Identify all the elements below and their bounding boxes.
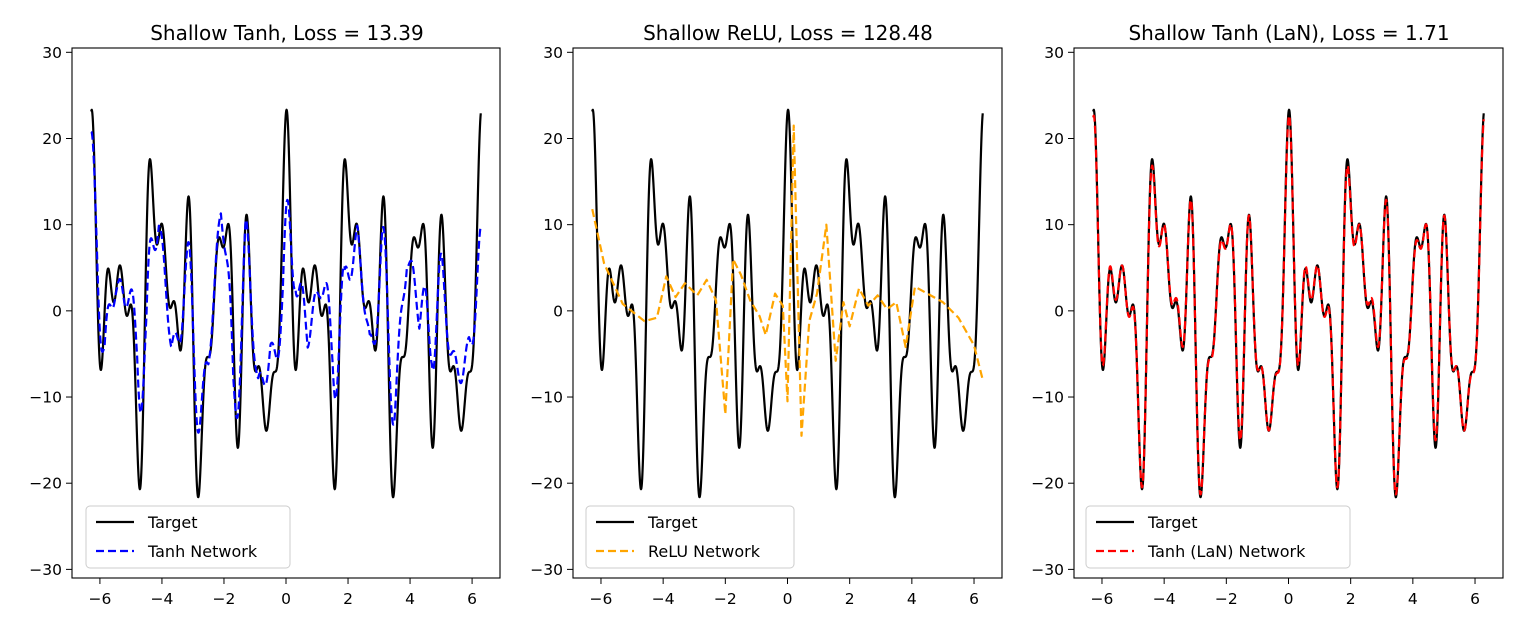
subplot-shallow-tanh-lan: Shallow Tanh (LaN), Loss = 1.71 −6 −4 −2 0 2…: [1031, 21, 1504, 608]
legend-box: [585, 505, 795, 569]
series-group: [90, 108, 482, 499]
y-tick-label: −10: [530, 389, 563, 407]
y-tick-label: 20: [543, 130, 563, 148]
legend: Target ReLU Network: [585, 505, 795, 569]
legend-label-target: Target: [647, 513, 698, 532]
x-tick-label: 6: [467, 590, 477, 608]
x-tick-label: −4: [151, 590, 174, 608]
legend: Target Tanh Network: [85, 505, 291, 569]
x-tick-label: 6: [1470, 590, 1480, 608]
series-line-target: [1092, 108, 1485, 499]
y-tick-label: 10: [543, 216, 563, 234]
x-tick-label: 2: [845, 590, 855, 608]
y-tick-label: −20: [1031, 475, 1064, 493]
series-group: [1092, 108, 1485, 499]
y-tick-label: 10: [42, 216, 62, 234]
legend: Target Tanh (LaN) Network: [1085, 505, 1351, 569]
y-tick-label: −30: [1031, 561, 1064, 579]
subplot-shallow-relu: Shallow ReLU, Loss = 128.48 −6 −4 −2 0 2 4 6−3…: [530, 21, 1003, 608]
y-tick-label: 10: [1044, 216, 1064, 234]
subplot-shallow-tanh: Shallow Tanh, Loss = 13.39 −6 −4 −2 0 2 4 6−30…: [29, 21, 501, 608]
series-group: [591, 108, 984, 499]
x-tick-label: −2: [1215, 590, 1238, 608]
x-tick-label: −2: [714, 590, 737, 608]
y-tick-label: −20: [530, 475, 563, 493]
y-tick-label: 30: [1044, 44, 1064, 62]
y-tick-label: 30: [42, 44, 62, 62]
y-tick-label: 0: [1054, 302, 1064, 320]
y-tick-label: −20: [29, 475, 62, 493]
y-tick-label: −30: [29, 561, 62, 579]
y-tick-label: 20: [42, 130, 62, 148]
x-tick-label: −6: [590, 590, 613, 608]
subplot-title: Shallow ReLU, Loss = 128.48: [643, 21, 933, 45]
subplot-title: Shallow Tanh, Loss = 13.39: [150, 21, 424, 45]
series-line-tanh-network: [90, 130, 482, 434]
subplot-title: Shallow Tanh (LaN), Loss = 1.71: [1128, 21, 1449, 45]
legend-label-network: Tanh Network: [147, 542, 258, 561]
series-line-target: [591, 108, 984, 499]
legend-box: [85, 505, 291, 569]
series-line-tanh-lan-network: [1092, 114, 1485, 496]
legend-label-network: ReLU Network: [648, 542, 761, 561]
x-tick-label: −6: [88, 590, 111, 608]
y-tick-label: −10: [1031, 389, 1064, 407]
x-tick-label: 4: [405, 590, 415, 608]
legend-box: [1085, 505, 1351, 569]
x-tick-label: 6: [969, 590, 979, 608]
y-tick-label: −10: [29, 389, 62, 407]
x-tick-label: 0: [783, 590, 793, 608]
x-tick-label: −4: [1153, 590, 1176, 608]
x-tick-label: 2: [343, 590, 353, 608]
x-tick-label: 0: [1284, 590, 1294, 608]
x-tick-label: 0: [281, 590, 291, 608]
y-tick-label: 0: [52, 302, 62, 320]
y-tick-label: 30: [543, 44, 563, 62]
x-tick-label: −4: [652, 590, 675, 608]
x-tick-label: −6: [1091, 590, 1114, 608]
x-tick-label: −2: [213, 590, 236, 608]
y-tick-label: 20: [1044, 130, 1064, 148]
legend-label-network: Tanh (LaN) Network: [1147, 542, 1306, 561]
legend-label-target: Target: [1147, 513, 1198, 532]
x-tick-label: 2: [1346, 590, 1356, 608]
x-tick-label: 4: [1408, 590, 1418, 608]
y-tick-label: 0: [553, 302, 563, 320]
y-tick-label: −30: [530, 561, 563, 579]
legend-label-target: Target: [147, 513, 198, 532]
x-tick-label: 4: [907, 590, 917, 608]
